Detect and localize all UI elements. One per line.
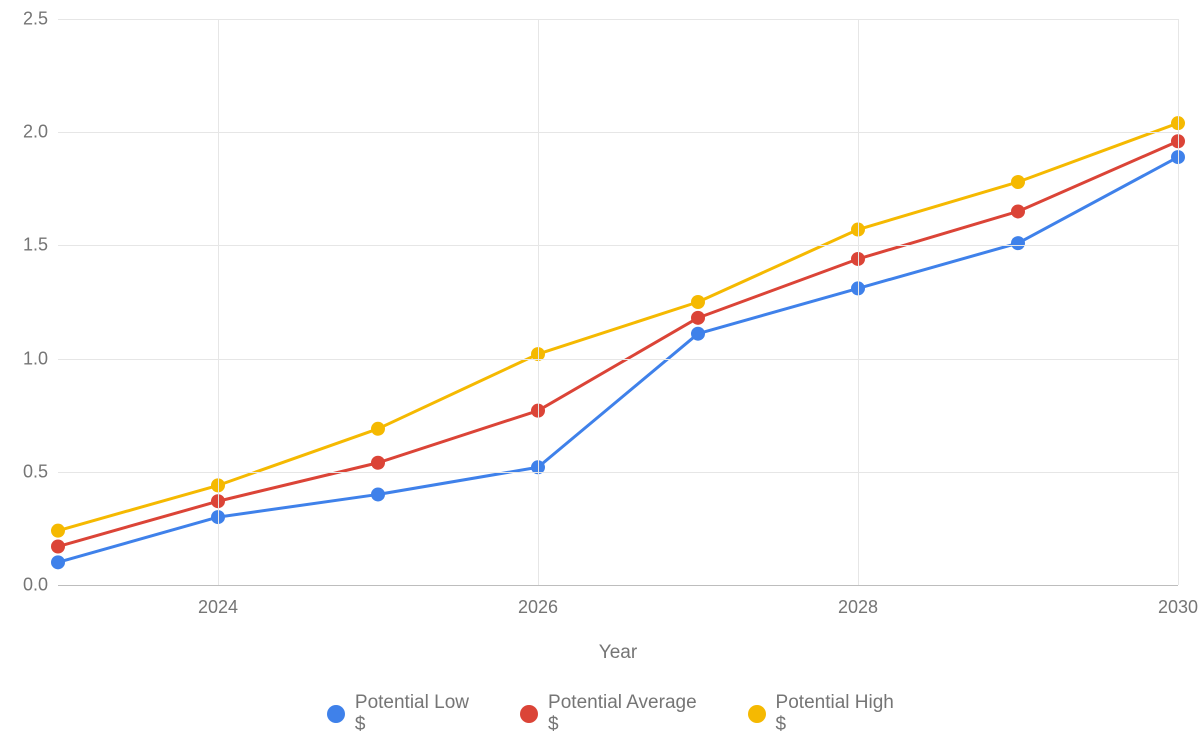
gridline-vertical — [218, 19, 219, 585]
data-point — [1011, 236, 1025, 250]
gridline-horizontal — [58, 359, 1178, 360]
y-tick-label: 1.0 — [23, 348, 58, 369]
data-point — [371, 487, 385, 501]
legend-swatch — [748, 705, 766, 723]
x-tick-label: 2030 — [1158, 585, 1198, 618]
x-tick-label: 2024 — [198, 585, 238, 618]
plot-area: 0.00.51.01.52.02.52024202620282030 — [58, 18, 1178, 585]
data-point — [371, 422, 385, 436]
gridline-vertical — [1178, 19, 1179, 585]
data-point — [691, 295, 705, 309]
data-point — [51, 540, 65, 554]
gridline-vertical — [858, 19, 859, 585]
data-point — [51, 555, 65, 569]
gridline-horizontal — [58, 245, 1178, 246]
x-axis-title: Year — [599, 642, 637, 664]
y-tick-label: 0.5 — [23, 461, 58, 482]
data-point — [371, 456, 385, 470]
chart-lines — [58, 19, 1178, 585]
legend-swatch — [327, 705, 345, 723]
legend-item: Potential Average $ — [520, 692, 712, 736]
legend-label: Potential Average $ — [548, 692, 712, 736]
legend: Potential Low $ Potential Average $ Potent… — [327, 692, 909, 736]
series-line — [58, 157, 1178, 562]
data-point — [1011, 175, 1025, 189]
series-line — [58, 141, 1178, 546]
gridline-horizontal — [58, 19, 1178, 20]
legend-label: Potential Low $ — [355, 692, 484, 736]
data-point — [1011, 204, 1025, 218]
x-tick-label: 2028 — [838, 585, 878, 618]
line-chart: 0.00.51.01.52.02.52024202620282030 Year … — [0, 0, 1200, 742]
y-tick-label: 0.0 — [23, 575, 58, 596]
data-point — [691, 311, 705, 325]
x-tick-label: 2026 — [518, 585, 558, 618]
legend-label: Potential High $ — [776, 692, 909, 736]
gridline-vertical — [538, 19, 539, 585]
y-tick-label: 1.5 — [23, 235, 58, 256]
y-tick-label: 2.5 — [23, 9, 58, 30]
legend-item: Potential Low $ — [327, 692, 484, 736]
data-point — [51, 524, 65, 538]
legend-swatch — [520, 705, 538, 723]
gridline-horizontal — [58, 132, 1178, 133]
data-point — [691, 327, 705, 341]
legend-item: Potential High $ — [748, 692, 909, 736]
y-tick-label: 2.0 — [23, 122, 58, 143]
gridline-horizontal — [58, 472, 1178, 473]
series-line — [58, 123, 1178, 531]
